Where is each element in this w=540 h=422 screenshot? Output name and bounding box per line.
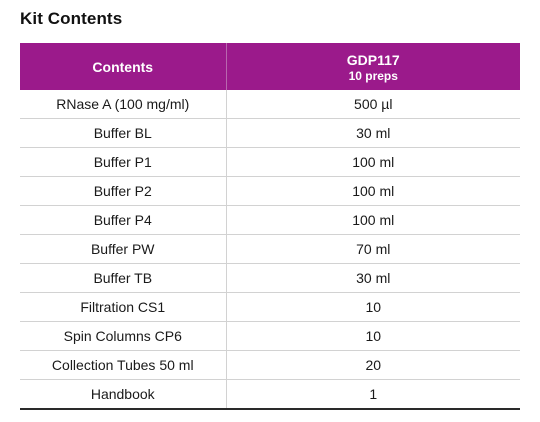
table-row: Filtration CS1 10 <box>20 292 520 322</box>
item-amount-cell: 100 ml <box>226 176 520 206</box>
product-column-header: GDP117 10 preps <box>226 43 520 90</box>
item-name-cell: Handbook <box>20 379 227 410</box>
item-amount-cell: 70 ml <box>226 234 520 264</box>
item-name-cell: Buffer P4 <box>20 205 227 235</box>
table-row: Buffer P2 100 ml <box>20 176 520 206</box>
table-header: Contents GDP117 10 preps <box>20 43 520 90</box>
table-row: Buffer TB 30 ml <box>20 263 520 293</box>
item-name-cell: Buffer TB <box>20 263 227 293</box>
item-amount-cell: 20 <box>226 350 520 380</box>
item-amount-cell: 500 µl <box>226 90 520 119</box>
item-amount-cell: 30 ml <box>226 118 520 148</box>
table-row: Buffer BL 30 ml <box>20 118 520 148</box>
item-name-cell: Buffer P1 <box>20 147 227 177</box>
item-amount-cell: 10 <box>226 292 520 322</box>
contents-column-header: Contents <box>20 43 227 90</box>
kit-contents-table: Contents GDP117 10 preps RNase A (100 mg… <box>20 43 520 410</box>
item-name-cell: Buffer BL <box>20 118 227 148</box>
page-title: Kit Contents <box>20 9 123 28</box>
table-row: Handbook 1 <box>20 379 520 410</box>
table-row: Buffer P4 100 ml <box>20 205 520 235</box>
table-row: Buffer PW 70 ml <box>20 234 520 264</box>
table-body: RNase A (100 mg/ml) 500 µl Buffer BL 30 … <box>20 90 520 410</box>
item-name-cell: Collection Tubes 50 ml <box>20 350 227 380</box>
item-amount-cell: 1 <box>226 379 520 410</box>
item-amount-cell: 10 <box>226 321 520 351</box>
table-row: Buffer P1 100 ml <box>20 147 520 177</box>
table-row: Spin Columns CP6 10 <box>20 321 520 351</box>
item-name-cell: Spin Columns CP6 <box>20 321 227 351</box>
preps-count: 10 preps <box>348 68 398 83</box>
item-amount-cell: 100 ml <box>226 147 520 177</box>
item-name-cell: Buffer P2 <box>20 176 227 206</box>
item-name-cell: Buffer PW <box>20 234 227 264</box>
item-amount-cell: 100 ml <box>226 205 520 235</box>
item-name-cell: Filtration CS1 <box>20 292 227 322</box>
table-row: RNase A (100 mg/ml) 500 µl <box>20 90 520 119</box>
item-name-cell: RNase A (100 mg/ml) <box>20 90 227 119</box>
item-amount-cell: 30 ml <box>226 263 520 293</box>
product-code: GDP117 <box>346 51 400 68</box>
header-row: Contents GDP117 10 preps <box>20 43 520 90</box>
table-row: Collection Tubes 50 ml 20 <box>20 350 520 380</box>
